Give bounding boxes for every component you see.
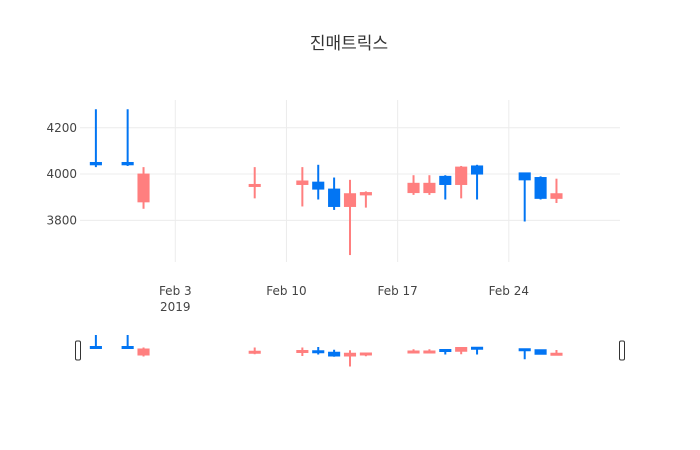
candle-body (296, 180, 309, 185)
x-tick-label: Feb 17 (377, 284, 417, 298)
candle-body (328, 188, 341, 207)
slider-candle-body (407, 350, 420, 354)
candle-2019-02-22[interactable] (471, 164, 484, 200)
range-slider[interactable] (75, 335, 625, 367)
slider-candle-2019-01-31 (121, 335, 134, 349)
slider-candle-2019-02-18 (407, 349, 420, 354)
slider-candle-2019-02-19 (423, 349, 436, 354)
slider-candle-body (137, 348, 150, 356)
candle-2019-02-25[interactable] (518, 172, 531, 222)
slider-candle-2019-02-13 (328, 349, 341, 357)
slider-candle-body (534, 349, 547, 355)
slider-candle-body (296, 350, 309, 353)
x-tick-label: Feb 10 (266, 284, 306, 298)
candle-body (248, 183, 261, 187)
candle-body (423, 182, 436, 194)
candle-2019-02-18[interactable] (407, 175, 420, 195)
slider-candle-body (121, 346, 134, 349)
slider-candle-2019-02-08 (248, 347, 261, 355)
candle-2019-02-11[interactable] (296, 167, 309, 207)
candle-2019-02-13[interactable] (328, 177, 341, 210)
slider-candle-body (343, 352, 357, 357)
slider-candle-2019-02-01 (137, 347, 150, 357)
slider-candle-2019-02-15 (359, 352, 372, 357)
candle-2019-01-29[interactable] (89, 109, 102, 168)
slider-candle-2019-02-27 (550, 350, 563, 356)
axis-tick-labels: 3800 4000 4200 Feb 3 2019 Feb 10 Feb 17 Feb 24 (46, 121, 529, 314)
x-tick-year-label: 2019 (160, 300, 191, 314)
slider-candle-body (550, 352, 563, 356)
slider-candle-2019-02-21 (455, 347, 468, 355)
candle-2019-01-31[interactable] (121, 109, 134, 166)
candle-body (137, 173, 150, 203)
slider-candle-body (471, 346, 484, 350)
slider-candle-2019-02-26 (534, 349, 547, 355)
slider-candle-2019-02-14 (343, 350, 357, 367)
candle-body (534, 177, 547, 199)
candle-2019-02-15[interactable] (359, 191, 372, 208)
y-tick-label: 4000 (46, 167, 77, 181)
candle-body (455, 166, 468, 185)
candle-2019-02-27[interactable] (550, 178, 563, 203)
candle-2019-02-26[interactable] (534, 176, 547, 200)
candle-body (121, 161, 134, 166)
candle-2019-02-20[interactable] (439, 175, 452, 200)
candle-body (343, 193, 357, 207)
slider-candle-body (89, 346, 102, 349)
slider-candle-2019-02-20 (439, 349, 452, 355)
slider-candle-2019-02-25 (518, 348, 531, 360)
candle-2019-02-19[interactable] (423, 175, 436, 195)
slider-candle-body (359, 352, 372, 356)
candle-body (550, 193, 563, 199)
chart-title: 진매트릭스 (310, 34, 388, 54)
slider-candle-body (248, 350, 261, 354)
candle-2019-02-01[interactable] (137, 167, 150, 209)
slider-candle-body (423, 350, 436, 354)
range-slider-left-handle[interactable] (75, 340, 81, 361)
y-tick-label: 3800 (46, 213, 77, 227)
candle-body (312, 181, 325, 190)
candle-2019-02-21[interactable] (455, 165, 468, 199)
slider-candle-body (518, 348, 531, 352)
slider-candle-body (439, 349, 452, 352)
range-slider-right-handle[interactable] (619, 340, 625, 361)
candle-2019-02-12[interactable] (312, 164, 325, 200)
slider-candle-2019-02-12 (312, 347, 325, 355)
candle-body (359, 192, 372, 196)
candle-2019-02-08[interactable] (248, 167, 261, 199)
x-tick-label: Feb 3 (159, 284, 192, 298)
x-tick-label: Feb 24 (489, 284, 529, 298)
slider-candle-body (312, 350, 325, 354)
slider-candle-body (455, 347, 468, 352)
slider-candle-2019-01-29 (89, 335, 102, 349)
slider-candle-2019-02-22 (471, 346, 484, 355)
candle-body (518, 172, 531, 181)
slider-candle-2019-02-11 (296, 347, 309, 356)
candle-2019-02-14[interactable] (343, 179, 357, 256)
candle-body (439, 175, 452, 185)
candle-body (471, 165, 484, 175)
candle-body (89, 161, 102, 166)
slider-candle-body (328, 351, 341, 357)
candle-series[interactable] (89, 109, 563, 256)
candle-body (407, 182, 420, 194)
y-tick-label: 4200 (46, 121, 77, 135)
